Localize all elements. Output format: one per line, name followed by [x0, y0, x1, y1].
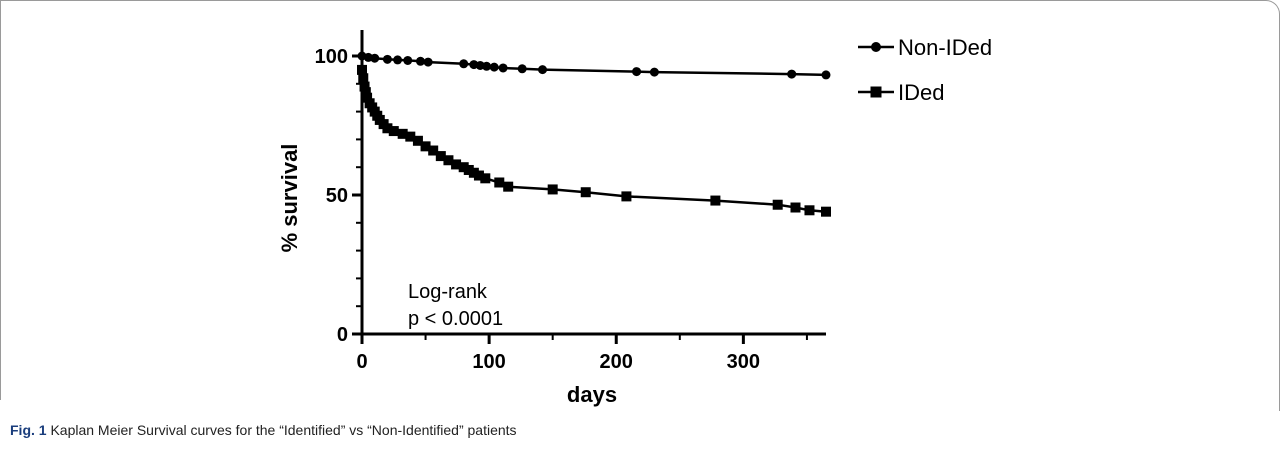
data-point-circle — [459, 59, 469, 69]
legend-marker — [871, 42, 881, 52]
data-point-square — [443, 155, 454, 166]
data-point-square — [359, 81, 370, 92]
chart-legend: Non-IDed IDed — [858, 35, 992, 105]
data-point-circle — [632, 67, 642, 77]
legend-label: IDed — [898, 80, 944, 105]
data-point-square — [710, 195, 721, 206]
data-point-circle — [382, 54, 392, 64]
series-line — [360, 69, 827, 213]
data-point-square — [428, 145, 439, 156]
data-point-circle — [489, 62, 499, 72]
figure-caption: Fig. 1 Kaplan Meier Survival curves for … — [10, 422, 517, 438]
data-point-square — [357, 64, 367, 75]
data-point-circle — [482, 61, 492, 71]
x-tick-label: 200 — [600, 351, 633, 373]
data-point-circle — [649, 67, 659, 77]
y-tick-label: 100 — [315, 46, 348, 68]
data-point-square — [621, 191, 632, 202]
data-point-square — [435, 151, 446, 162]
x-axis-label: days — [567, 382, 617, 407]
figure-frame — [0, 0, 1280, 411]
chart-series — [357, 51, 831, 217]
data-point-square — [412, 135, 423, 146]
data-point-circle — [370, 53, 380, 63]
data-point-square — [473, 170, 484, 181]
data-point-circle — [517, 64, 527, 74]
data-point-square — [480, 173, 491, 184]
legend-marker — [870, 86, 882, 98]
data-point-circle — [821, 70, 831, 80]
series-ided — [357, 64, 831, 217]
data-point-circle — [415, 56, 425, 66]
data-point-square — [468, 167, 479, 178]
data-point-square — [360, 87, 371, 98]
data-point-square — [388, 126, 399, 137]
figure-caption-label: Fig. 1 — [10, 422, 47, 438]
data-point-square — [790, 202, 801, 213]
data-point-square — [382, 123, 393, 134]
data-point-circle — [423, 57, 433, 67]
y-tick-label: 0 — [337, 324, 348, 346]
legend-item: Non-IDed — [858, 35, 992, 60]
data-point-square — [405, 131, 416, 142]
series-line — [361, 54, 827, 77]
data-point-square — [804, 205, 815, 216]
data-point-square — [420, 141, 431, 152]
x-tick-label: 0 — [356, 351, 367, 373]
data-point-square — [458, 162, 469, 173]
chart-ticks: 0 50 100 0 100 200 300 — [315, 46, 808, 373]
figure-frame-left-edge — [0, 0, 1, 400]
data-point-square — [358, 73, 369, 84]
annotation-line-2: p < 0.0001 — [408, 308, 503, 330]
data-point-circle — [787, 69, 797, 79]
data-point-square — [397, 128, 408, 139]
legend-item: IDed — [858, 80, 944, 105]
y-axis-label: % survival — [277, 144, 302, 253]
annotation-line-1: Log-rank — [408, 281, 488, 303]
x-tick-label: 100 — [472, 351, 505, 373]
data-point-square — [772, 199, 783, 210]
series-non-ided — [357, 51, 831, 80]
data-point-square — [463, 164, 474, 175]
survival-chart: 0 50 100 0 100 200 300 % survival days Log-ran… — [277, 30, 992, 407]
data-point-square — [503, 181, 514, 192]
data-point-square — [494, 177, 505, 188]
figure-caption-text: Kaplan Meier Survival curves for the “Id… — [46, 422, 517, 438]
data-point-circle — [403, 55, 413, 65]
x-tick-label: 300 — [727, 351, 760, 373]
y-tick-label: 50 — [326, 185, 348, 207]
data-point-square — [580, 187, 591, 198]
data-point-circle — [393, 55, 403, 65]
data-point-square — [547, 184, 558, 195]
data-point-circle — [498, 63, 508, 73]
legend-label: Non-IDed — [898, 35, 992, 60]
data-point-square — [821, 206, 831, 217]
data-point-circle — [538, 65, 548, 75]
data-point-square — [362, 92, 373, 103]
data-point-square — [451, 159, 462, 170]
